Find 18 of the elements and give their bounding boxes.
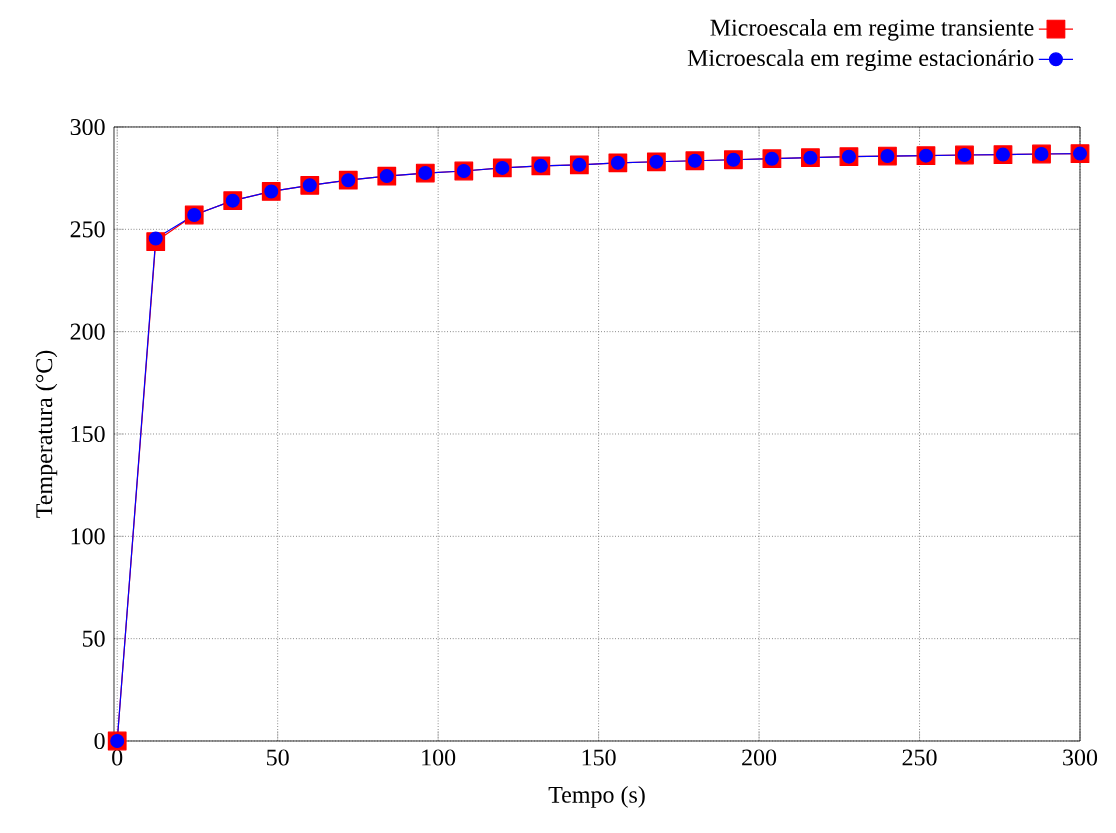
x-tick-label: 150 [582,749,616,766]
x-tick-label: 100 [422,749,456,766]
legend-label: Microescala em regime transiente [710,18,1034,41]
x-tick-label: 50 [267,749,289,766]
legend-label: Microescala em regime estacionário [687,49,1034,72]
y-tick-label: 300 [70,118,105,136]
y-tick-label: 150 [71,425,105,443]
x-tick-label: 0 [112,749,123,766]
y-tick-label: 250 [70,221,105,238]
x-tick-label: 200 [742,749,777,766]
x-tick-label: 250 [902,749,937,766]
x-tick-label: 300 [1063,749,1098,766]
x-axis-title: Tempo (s) [548,785,645,808]
y-tick-label: 0 [94,732,105,750]
y-tick-label: 200 [70,323,105,340]
y-tick-label: 100 [71,528,105,545]
y-tick-label: 50 [82,630,105,647]
y-axis-title: Temperatura (°C) [35,350,58,518]
